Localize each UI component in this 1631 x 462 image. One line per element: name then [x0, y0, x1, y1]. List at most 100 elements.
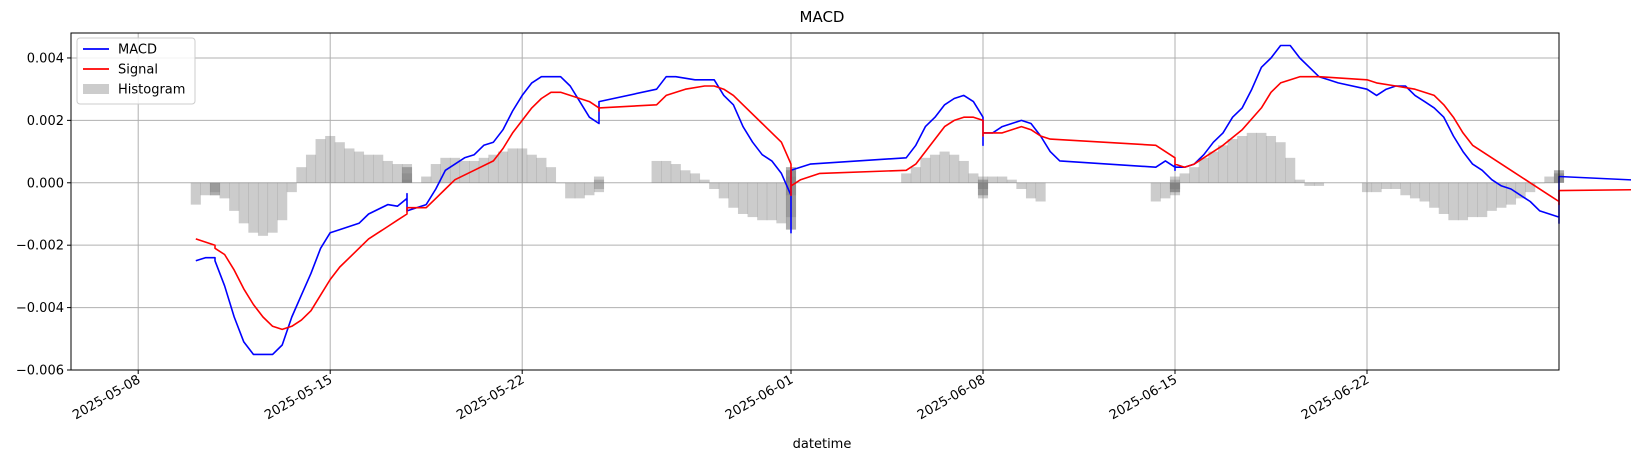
legend-label: Signal: [118, 63, 158, 78]
histogram-bar: [1390, 182, 1401, 190]
histogram-bar: [1371, 182, 1382, 193]
histogram-bar: [219, 182, 230, 199]
histogram-bar: [1294, 179, 1305, 183]
histogram-bar: [277, 182, 288, 221]
plot-frame: [70, 32, 1560, 371]
histogram-bar: [737, 182, 749, 214]
histogram-bar: [977, 182, 989, 196]
histogram-bar: [459, 160, 470, 183]
histogram-bar: [401, 167, 413, 183]
histogram-bar: [1208, 151, 1219, 183]
histogram-bar: [200, 182, 211, 196]
histogram-bar: [392, 164, 403, 183]
y-tick-label: 0.000: [27, 176, 64, 191]
histogram-bar: [1448, 182, 1459, 221]
histogram-bar: [526, 154, 537, 183]
histogram-bar: [977, 182, 989, 196]
histogram-bars: [190, 132, 1565, 236]
histogram-bar: [1169, 176, 1181, 183]
histogram-bar: [977, 176, 989, 183]
histogram-bar: [958, 160, 969, 183]
histogram-bar: [949, 154, 960, 183]
histogram-bar: [257, 182, 269, 236]
legend-swatch-histogram: [83, 84, 109, 94]
histogram-bar: [421, 176, 432, 183]
histogram-bar: [238, 182, 249, 224]
legend-box: [76, 37, 196, 105]
histogram-bar: [929, 154, 941, 183]
histogram-bar: [325, 135, 336, 183]
histogram-bar: [497, 151, 509, 183]
histogram-bar: [1160, 182, 1171, 199]
histogram-bar: [401, 173, 413, 183]
histogram-bar: [449, 157, 461, 183]
histogram-bar: [977, 182, 989, 190]
line-series: [195, 44, 1631, 356]
histogram-bar: [593, 182, 605, 190]
histogram-bar: [373, 154, 384, 183]
histogram-bar: [1246, 132, 1257, 183]
histogram-bar: [1227, 139, 1238, 183]
histogram-bar: [593, 182, 605, 193]
histogram-bar: [1457, 182, 1469, 221]
chart-title: MACD: [800, 8, 845, 26]
histogram-bar: [469, 160, 480, 183]
y-tick-label: 0.002: [27, 114, 64, 129]
histogram-bar: [1361, 182, 1373, 193]
histogram-bar: [1438, 182, 1449, 214]
histogram-bar: [1496, 182, 1507, 208]
histogram-bar: [190, 182, 201, 205]
histogram-bar: [661, 160, 672, 183]
histogram-bar: [248, 182, 259, 233]
histogram-bar: [1169, 182, 1181, 196]
histogram-bar: [1169, 182, 1181, 193]
legend-label: Histogram: [118, 83, 185, 98]
histogram-bar: [344, 148, 355, 183]
histogram-bar: [507, 148, 518, 183]
histogram-bar: [1150, 182, 1161, 202]
histogram-bar: [910, 167, 921, 183]
histogram-bar: [997, 176, 1008, 183]
histogram-bar: [1198, 157, 1209, 183]
histogram-bar: [747, 182, 758, 218]
histogram-bar: [680, 170, 691, 183]
histogram-bar: [1304, 182, 1315, 186]
histogram-bar: [382, 160, 393, 183]
histogram-bar: [209, 182, 221, 196]
histogram-bar: [401, 164, 413, 183]
histogram-bar: [478, 157, 489, 183]
histogram-bar: [1429, 182, 1440, 208]
histogram-bar: [1256, 132, 1267, 183]
histogram-bar: [401, 179, 413, 183]
histogram-bar: [1467, 182, 1478, 218]
histogram-bar: [1217, 145, 1229, 183]
histogram-bar: [536, 157, 547, 183]
histogram-bar: [1006, 179, 1017, 183]
histogram-bar: [689, 173, 701, 183]
histogram-bar: [699, 179, 710, 183]
histogram-bar: [718, 182, 729, 199]
histogram-bar: [1525, 182, 1536, 193]
histogram-bar: [296, 167, 307, 183]
histogram-bar: [305, 154, 317, 183]
histogram-bar: [1534, 182, 1545, 184]
histogram-bar: [1179, 173, 1190, 183]
legend: MACD Signal Histogram: [76, 37, 196, 105]
histogram-bar: [766, 182, 777, 221]
histogram-bar: [1544, 176, 1555, 183]
y-axis: 0.004 0.002 0.000 −0.002 −0.004 −0.006: [16, 51, 71, 379]
y-tick-label: −0.006: [16, 364, 64, 379]
histogram-bar: [1169, 182, 1181, 190]
histogram-bar: [488, 154, 499, 183]
histogram-bar: [1400, 182, 1411, 196]
histogram-bar: [593, 176, 605, 183]
histogram-bar: [901, 173, 912, 183]
y-tick-label: −0.002: [16, 239, 64, 254]
histogram-bar: [1035, 182, 1046, 202]
histogram-bar: [1169, 182, 1181, 190]
histogram-bar: [977, 179, 989, 183]
histogram-bar: [1265, 135, 1277, 183]
histogram-bar: [401, 167, 413, 183]
histogram-bar: [1419, 182, 1430, 202]
